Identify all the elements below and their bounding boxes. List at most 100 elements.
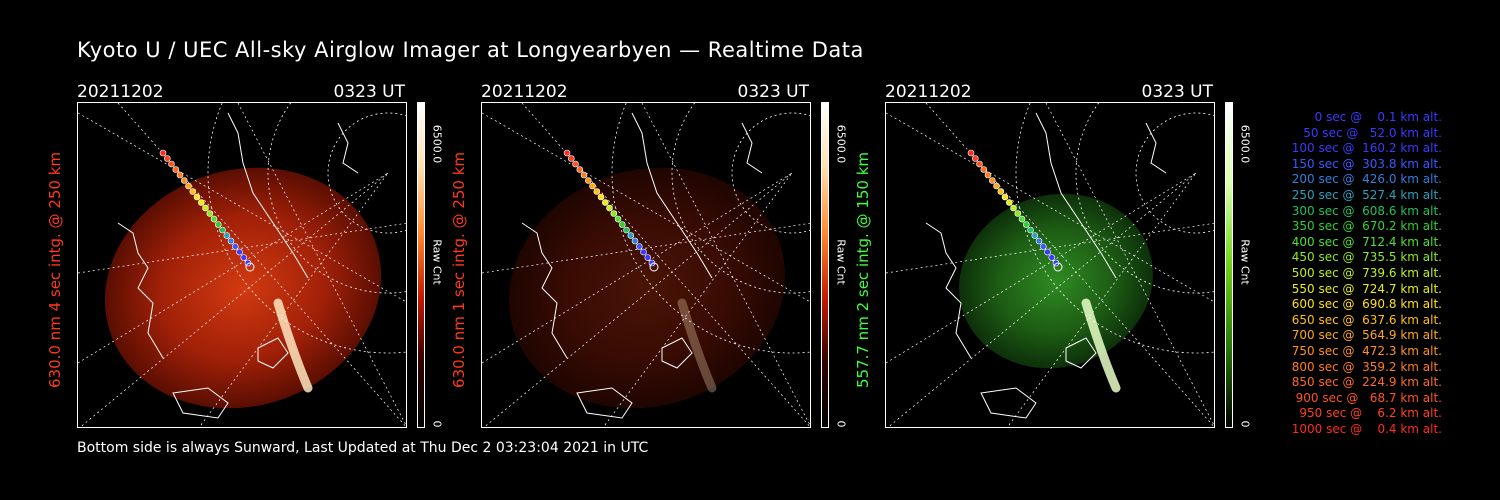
trajectory-point <box>597 193 605 201</box>
legend-entry: 700 sec @ 564.9 km alt. <box>1287 328 1442 343</box>
panel-time: 0323 UT <box>1141 82 1214 102</box>
trajectory-point <box>606 204 613 212</box>
aurora-streak <box>1081 298 1121 393</box>
longitude-line <box>603 172 793 427</box>
trajectory-point <box>997 188 1005 195</box>
longitude-line <box>237 103 406 426</box>
legend-entry: 1000 sec @ 0.4 km alt. <box>1291 421 1442 436</box>
trajectory-point <box>227 237 235 245</box>
trajectory-point <box>189 188 197 195</box>
trajectory-point <box>972 155 979 162</box>
trajectory-point <box>627 232 635 239</box>
trajectory-point <box>198 199 205 206</box>
longitude-line <box>78 172 389 364</box>
colorbar-max-label: 6500.0 <box>430 124 444 164</box>
site-marker <box>245 262 255 272</box>
longitude-line <box>1007 172 1197 427</box>
legend-entry: 100 sec @ 160.2 km alt. <box>1287 141 1442 156</box>
trajectory-point <box>1014 210 1022 217</box>
longitude-line <box>886 112 1214 303</box>
trajectory-point <box>967 149 975 157</box>
coastline <box>631 112 713 279</box>
trajectory-point <box>1048 254 1056 261</box>
colorbar-min-label: 0 <box>430 420 444 428</box>
site-marker <box>1053 262 1063 272</box>
legend-entry: 650 sec @ 637.6 km alt. <box>1287 312 1442 327</box>
trajectory-point <box>619 221 626 228</box>
longitude-line <box>886 172 1197 364</box>
longitude-line <box>886 222 1214 274</box>
allsky-image <box>481 102 811 428</box>
trajectory-point <box>1044 248 1051 256</box>
colorbar <box>1225 102 1233 428</box>
trajectory-point <box>631 237 639 245</box>
coastline <box>257 337 289 369</box>
legend-entry: 800 sec @ 359.2 km alt. <box>1287 359 1442 374</box>
legend-entry: 250 sec @ 527.4 km alt. <box>1287 187 1442 202</box>
panel-wavelength-label: 630.0 nm 1 sec intg. @ 250 km <box>450 151 468 389</box>
trajectory-point <box>984 171 992 179</box>
longitude-line <box>78 112 406 303</box>
trajectory-point <box>580 171 588 179</box>
trajectory-point <box>159 149 167 157</box>
trajectory-point <box>589 182 596 190</box>
legend-entry: 750 sec @ 472.3 km alt. <box>1287 343 1442 358</box>
trajectory-point <box>232 243 239 250</box>
trajectory-point <box>240 254 248 261</box>
airglow-image-disc <box>104 167 382 409</box>
image-panel-630-4s: 20211202 0323 UT 630.0 nm 4 sec intg. @ … <box>46 80 477 430</box>
longitude-line <box>887 172 1197 427</box>
legend-entry: 950 sec @ 6.2 km alt. <box>1295 406 1442 421</box>
trajectory-point <box>236 248 243 256</box>
aurora-streak <box>677 298 717 393</box>
legend-entry: 200 sec @ 426.0 km alt. <box>1287 172 1442 187</box>
colorbar-max-label: 6500.0 <box>834 124 848 164</box>
latitude-circle <box>1015 103 1214 354</box>
coastline <box>980 387 1037 419</box>
trajectory-point <box>593 188 601 195</box>
coastline <box>521 222 568 359</box>
trajectory-point <box>568 155 575 162</box>
airglow-image-disc <box>508 167 786 409</box>
trajectory-point <box>1018 215 1026 223</box>
aurora-streak <box>273 298 313 393</box>
footer-note: Bottom side is always Sunward, Last Upda… <box>77 440 649 456</box>
trajectory-point <box>206 210 214 217</box>
coastline <box>227 112 309 279</box>
legend-entry: 500 sec @ 739.6 km alt. <box>1287 265 1442 280</box>
trajectory-point <box>572 160 579 168</box>
airglow-map-svg <box>886 103 1214 427</box>
colorbar-min-label: 0 <box>834 420 848 428</box>
coastline <box>117 222 164 359</box>
trajectory-point <box>172 166 180 173</box>
colorbar-unit-label: Raw Cnt <box>834 239 848 285</box>
longitude-line <box>482 172 793 364</box>
trajectory-point <box>623 226 630 234</box>
longitude-line <box>483 172 793 427</box>
trajectory-point <box>210 215 218 223</box>
latitude-circle <box>267 103 406 294</box>
legend-entry: 400 sec @ 712.4 km alt. <box>1287 234 1442 249</box>
trajectory-point <box>168 160 175 168</box>
latitude-circle <box>207 103 406 354</box>
longitude-line <box>199 172 389 427</box>
panel-date: 20211202 <box>77 82 164 102</box>
trajectory-point <box>185 182 192 190</box>
trajectory-legend: 0 sec @ 0.1 km alt. 50 sec @ 52.0 km alt… <box>1288 110 1442 437</box>
trajectory-point <box>164 155 171 162</box>
trajectory-point <box>1001 193 1009 201</box>
longitude-line <box>641 103 810 426</box>
latitude-circle <box>1075 103 1214 294</box>
trajectory-point <box>1031 232 1039 239</box>
colorbar-unit-label: Raw Cnt <box>430 239 444 285</box>
airglow-image-disc <box>959 193 1153 369</box>
trajectory-point <box>1023 221 1030 228</box>
trajectory-point <box>644 254 652 261</box>
coastline <box>1065 337 1097 369</box>
trajectory-point <box>640 248 647 256</box>
panel-time: 0323 UT <box>737 82 810 102</box>
legend-entry: 450 sec @ 735.5 km alt. <box>1287 250 1442 265</box>
trajectory-point <box>585 177 592 184</box>
legend-entry: 900 sec @ 68.7 km alt. <box>1291 390 1442 405</box>
trajectory-point <box>202 204 209 212</box>
